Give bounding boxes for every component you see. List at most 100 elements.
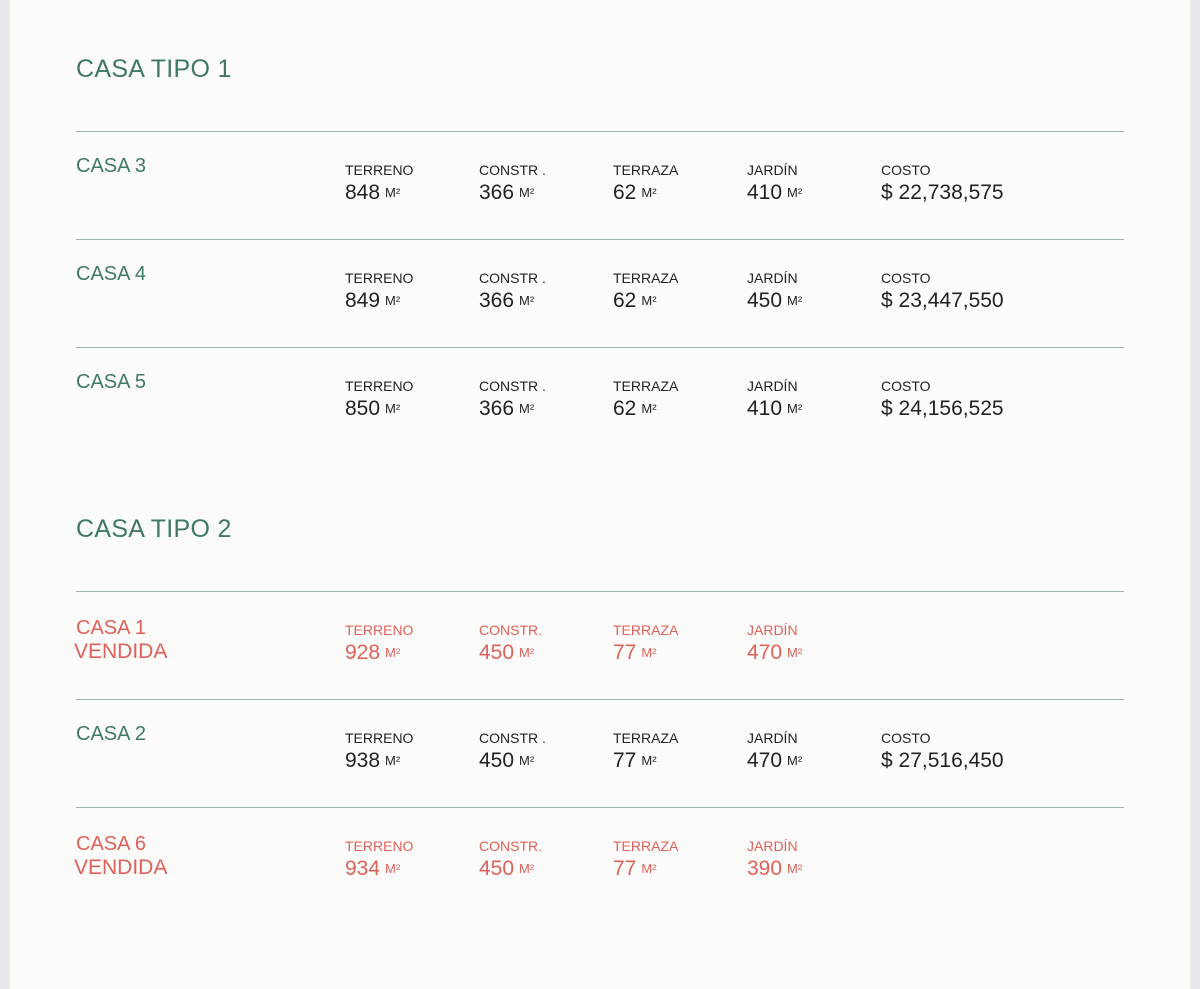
field-label: COSTO — [881, 162, 931, 178]
unit: M² — [787, 185, 803, 200]
field-value: 934 M² — [345, 857, 400, 881]
house-name: CASA 3 — [76, 155, 147, 177]
field-value: 450 M² — [479, 641, 534, 665]
value: $ 22,738,575 — [881, 181, 1004, 204]
house-name: CASA 2 — [76, 723, 147, 745]
value: 934 — [345, 857, 381, 880]
field-label: CONSTR . — [479, 270, 546, 286]
field-label: CONSTR. — [479, 838, 542, 854]
unit: M² — [519, 401, 535, 416]
field-value: $ 24,156,525 — [881, 397, 1004, 421]
value: 849 — [345, 289, 381, 312]
field-label: TERRENO — [345, 838, 414, 854]
field-label: TERRAZA — [613, 378, 679, 394]
field-value: 390 M² — [747, 857, 802, 881]
unit: M² — [519, 185, 535, 200]
field-label: TERRAZA — [613, 730, 679, 746]
value: 470 — [747, 749, 783, 772]
field-value: 62 M² — [613, 289, 657, 313]
field-value: 77 M² — [613, 857, 657, 881]
value: 450 — [747, 289, 783, 312]
house-name: CASA 6 — [76, 833, 147, 855]
field-value: 450 M² — [479, 857, 534, 881]
house-name: CASA 5 — [76, 371, 147, 393]
divider — [76, 699, 1124, 700]
unit: M² — [385, 185, 401, 200]
status: VENDIDA — [74, 856, 168, 879]
field-label: TERRAZA — [613, 622, 679, 638]
unit: M² — [787, 861, 803, 876]
field-value: $ 27,516,450 — [881, 749, 1004, 773]
field-label: JARDÍN — [747, 162, 798, 178]
value: 366 — [479, 397, 515, 420]
unit: M² — [641, 645, 657, 660]
field-value: 366 M² — [479, 181, 534, 205]
value: 450 — [479, 749, 515, 772]
field-label: CONSTR . — [479, 162, 546, 178]
field-label: CONSTR. — [479, 622, 542, 638]
field-label: TERRENO — [345, 270, 414, 286]
unit: M² — [641, 293, 657, 308]
value: $ 27,516,450 — [881, 749, 1004, 772]
unit: M² — [787, 401, 803, 416]
field-value: 470 M² — [747, 641, 802, 665]
field-value: 848 M² — [345, 181, 400, 205]
field-label: JARDÍN — [747, 838, 798, 854]
row: CASA 1 VENDIDA TERRENO 928 M² CONSTR. 450 M² TER… — [10, 591, 1190, 699]
value: 77 — [613, 749, 637, 772]
field-label: JARDÍN — [747, 730, 798, 746]
field-value: 928 M² — [345, 641, 400, 665]
field-value: 366 M² — [479, 397, 534, 421]
value: 62 — [613, 181, 637, 204]
value: 366 — [479, 181, 515, 204]
field-label: TERRAZA — [613, 270, 679, 286]
value: 77 — [613, 857, 637, 880]
field-label: COSTO — [881, 730, 931, 746]
row: CASA 6 VENDIDA TERRENO 934 M² CONSTR. 450 M² TER… — [10, 807, 1190, 915]
row: CASA 5 TERRENO 850 M² CONSTR . 366 M² TERRAZA 62… — [10, 347, 1190, 455]
field-value: 62 M² — [613, 181, 657, 205]
field-value: 366 M² — [479, 289, 534, 313]
field-value: $ 22,738,575 — [881, 181, 1004, 205]
field-label: TERRENO — [345, 730, 414, 746]
value: 62 — [613, 397, 637, 420]
section-title: CASA TIPO 2 — [76, 515, 232, 543]
value: 850 — [345, 397, 381, 420]
house-name: CASA 1 — [76, 617, 147, 639]
field-label: CONSTR . — [479, 378, 546, 394]
unit: M² — [787, 293, 803, 308]
field-label: JARDÍN — [747, 270, 798, 286]
field-label: CONSTR . — [479, 730, 546, 746]
field-value: 77 M² — [613, 749, 657, 773]
divider — [76, 239, 1124, 240]
unit: M² — [385, 401, 401, 416]
divider — [76, 347, 1124, 348]
value: 928 — [345, 641, 381, 664]
field-label: TERRENO — [345, 378, 414, 394]
field-label: JARDÍN — [747, 378, 798, 394]
unit: M² — [519, 645, 535, 660]
value: 848 — [345, 181, 381, 204]
field-label: TERRAZA — [613, 838, 679, 854]
unit: M² — [787, 753, 803, 768]
field-value: 410 M² — [747, 181, 802, 205]
row: CASA 4 TERRENO 849 M² CONSTR . 366 M² TERRAZA 62… — [10, 239, 1190, 347]
unit: M² — [787, 645, 803, 660]
value: 62 — [613, 289, 637, 312]
unit: M² — [641, 401, 657, 416]
value: 410 — [747, 181, 783, 204]
field-label: TERRAZA — [613, 162, 679, 178]
unit: M² — [519, 861, 535, 876]
field-label: COSTO — [881, 270, 931, 286]
field-label: JARDÍN — [747, 622, 798, 638]
field-value: 470 M² — [747, 749, 802, 773]
section-title: CASA TIPO 1 — [76, 55, 232, 83]
unit: M² — [385, 645, 401, 660]
unit: M² — [519, 753, 535, 768]
value: 410 — [747, 397, 783, 420]
field-value: 450 M² — [479, 749, 534, 773]
field-value: 450 M² — [747, 289, 802, 313]
field-label: COSTO — [881, 378, 931, 394]
field-label: TERRENO — [345, 162, 414, 178]
